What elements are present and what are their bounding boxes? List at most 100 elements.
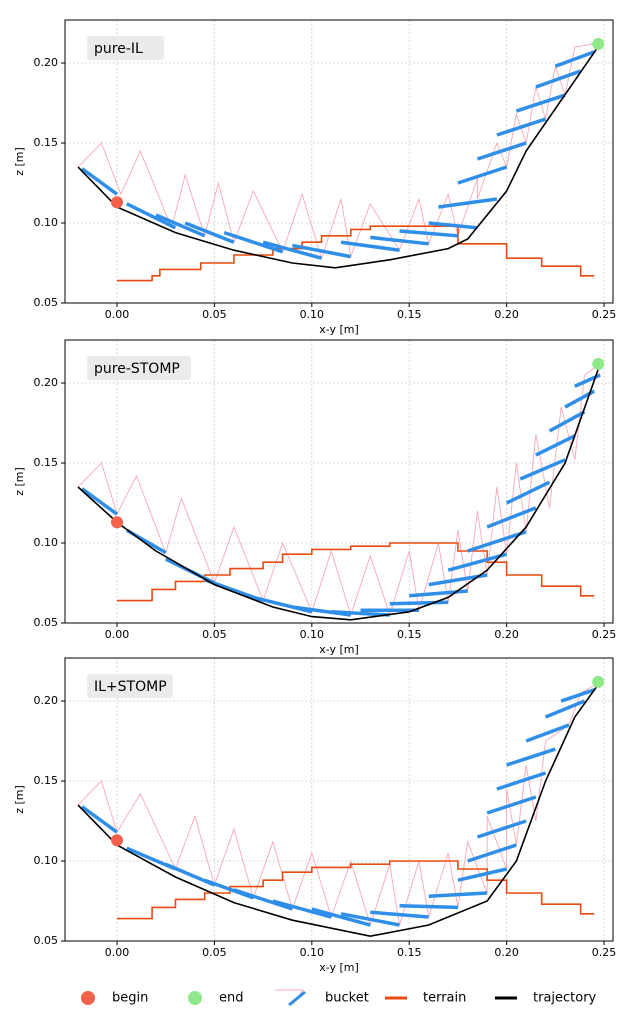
bucket-segment	[467, 530, 527, 553]
bucket-segment	[486, 795, 537, 815]
bucket-segment	[204, 578, 264, 603]
x-tick-label: 0.05	[202, 946, 227, 959]
trajectory	[77, 43, 601, 269]
bucket-segment	[428, 891, 488, 898]
x-tick-label: 0.10	[300, 308, 325, 321]
x-tick-label: 0.20	[494, 308, 519, 321]
y-tick-label: 0.10	[34, 216, 59, 229]
bucket-segment	[467, 843, 517, 863]
bucket-segment	[535, 69, 582, 89]
bucket-segment	[554, 50, 595, 68]
x-tick-label: 0.05	[202, 308, 227, 321]
bucket-segment	[262, 240, 323, 260]
bucket-segment	[370, 235, 429, 246]
legend-label: trajectory	[533, 991, 597, 1006]
y-tick-label: 0.05	[34, 616, 59, 629]
x-axis-label: x-y [m]	[319, 643, 359, 656]
bucket-segment	[155, 213, 206, 238]
begin-point	[111, 196, 124, 209]
terrain	[117, 542, 595, 602]
x-tick-label: 0.00	[105, 628, 130, 641]
plot-area	[77, 675, 605, 938]
bucket-segment	[506, 747, 556, 767]
bucket-segment	[311, 907, 371, 927]
bucket-segment	[476, 819, 527, 839]
bucket-segment	[428, 221, 478, 230]
bucket-segment	[496, 771, 547, 791]
y-axis-label: z [m]	[13, 147, 26, 176]
x-tick-label: 0.00	[105, 308, 130, 321]
y-tick-label: 0.20	[34, 694, 59, 707]
legend-label: end	[219, 991, 244, 1006]
terrain	[117, 860, 595, 920]
bucket-segment	[389, 600, 449, 606]
bucket-segment	[519, 458, 566, 481]
legend-marker	[188, 991, 202, 1005]
bucket-segment	[409, 589, 468, 598]
bucket-segment	[535, 434, 576, 457]
title-box	[87, 674, 173, 698]
bucket-segment	[515, 93, 566, 113]
begin-point	[111, 834, 124, 847]
y-tick-label: 0.05	[34, 296, 59, 309]
y-tick-label: 0.15	[34, 456, 59, 469]
x-tick-label: 0.15	[397, 308, 422, 321]
bucket-segment	[80, 805, 119, 834]
subplot: 0.00 0.05 0.10 0.15 0.20 0.25 0.05 0.10 0.15 0.20…	[13, 657, 617, 974]
x-axis-label: x-y [m]	[319, 323, 359, 336]
bucket-segment	[457, 165, 508, 185]
legend: begin end bucket terrain trajectory	[81, 989, 597, 1007]
bucket-segment	[399, 904, 458, 910]
y-tick-label: 0.05	[34, 934, 59, 947]
bucket-segment	[548, 410, 586, 433]
bucket-segment	[292, 243, 352, 259]
bucket-segment	[370, 910, 429, 919]
x-tick-label: 0.05	[202, 628, 227, 641]
x-tick-label: 0.20	[494, 946, 519, 959]
bucket-segment	[560, 688, 595, 703]
plot-area	[77, 37, 605, 282]
end-point	[592, 357, 605, 370]
bucket-outline	[77, 43, 595, 260]
terrain	[117, 225, 595, 282]
title-box	[87, 356, 191, 380]
x-tick-label: 0.15	[397, 946, 422, 959]
legend-marker	[81, 991, 95, 1005]
axes-frame	[64, 657, 614, 942]
bucket-segment	[447, 552, 508, 572]
legend-marker	[288, 990, 306, 1007]
end-point	[592, 37, 605, 50]
bucket-segment	[486, 506, 537, 529]
bucket-segment	[505, 480, 551, 505]
title-box	[87, 36, 164, 60]
x-tick-label: 0.25	[592, 946, 617, 959]
begin-point	[111, 516, 124, 529]
x-axis-label: x-y [m]	[319, 961, 359, 974]
x-tick-label: 0.25	[592, 628, 617, 641]
bucket-segment	[272, 899, 332, 919]
bucket-segment	[340, 912, 400, 927]
trajectory	[77, 681, 601, 938]
bucket-segment	[340, 240, 400, 252]
bucket-segment	[331, 610, 390, 617]
y-tick-label: 0.10	[34, 536, 59, 549]
bucket-segment	[223, 230, 284, 254]
plot-area	[77, 357, 605, 621]
x-tick-label: 0.00	[105, 946, 130, 959]
legend-label: bucket	[325, 991, 369, 1006]
subplot: 0.00 0.05 0.10 0.15 0.20 0.25 0.05 0.10 0.15 0.20…	[13, 19, 617, 336]
y-tick-label: 0.20	[34, 376, 59, 389]
bucket-segment	[496, 117, 547, 137]
panel-title: IL+STOMP	[94, 679, 167, 695]
bucket-outline	[77, 363, 601, 617]
x-tick-label: 0.20	[494, 628, 519, 641]
y-axis-label: z [m]	[13, 785, 26, 814]
legend-label: begin	[112, 991, 148, 1006]
bucket-segment	[80, 487, 119, 516]
end-point	[592, 675, 605, 688]
legend-label: terrain	[423, 991, 466, 1006]
x-tick-label: 0.25	[592, 308, 617, 321]
bucket-segment	[184, 221, 235, 244]
bucket-segment	[544, 699, 586, 719]
